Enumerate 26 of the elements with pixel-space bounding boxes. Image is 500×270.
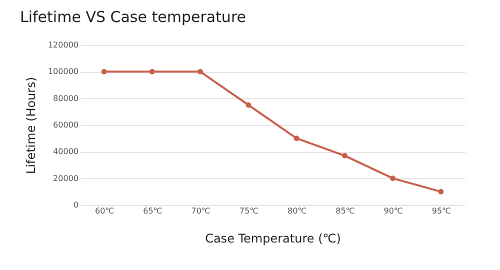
point — [294, 136, 300, 142]
point — [198, 68, 204, 74]
point — [342, 152, 348, 158]
x-tick-label: 75℃ — [239, 206, 259, 216]
chart-title: Lifetime VS Case temperature — [20, 8, 246, 26]
y-tick-label: 120000 — [48, 40, 78, 50]
x-axis-title: Case Temperature (℃) — [205, 232, 341, 246]
y-tick-label: 20000 — [53, 174, 78, 183]
point — [149, 68, 155, 74]
point — [246, 102, 252, 108]
y-tick-label: 0 — [73, 200, 78, 210]
y-axis-title: Lifetime (Hours) — [24, 76, 38, 174]
point — [101, 68, 107, 74]
x-tick-label: 80℃ — [287, 206, 307, 216]
point — [390, 176, 396, 182]
x-tick-label: 85℃ — [336, 206, 355, 216]
y-tick-label: 40000 — [53, 147, 78, 156]
point — [438, 188, 444, 194]
x-tick-label: 60℃ — [94, 206, 114, 216]
x-tick-label: 95℃ — [432, 206, 452, 216]
x-tick-label: 70℃ — [191, 206, 210, 216]
y-tick-label: 80000 — [53, 94, 78, 103]
x-tick-label: 65℃ — [143, 206, 162, 216]
y-tick-label: 60000 — [53, 120, 78, 130]
x-tick-label: 90℃ — [384, 206, 403, 216]
y-tick-label: 100000 — [48, 67, 78, 76]
